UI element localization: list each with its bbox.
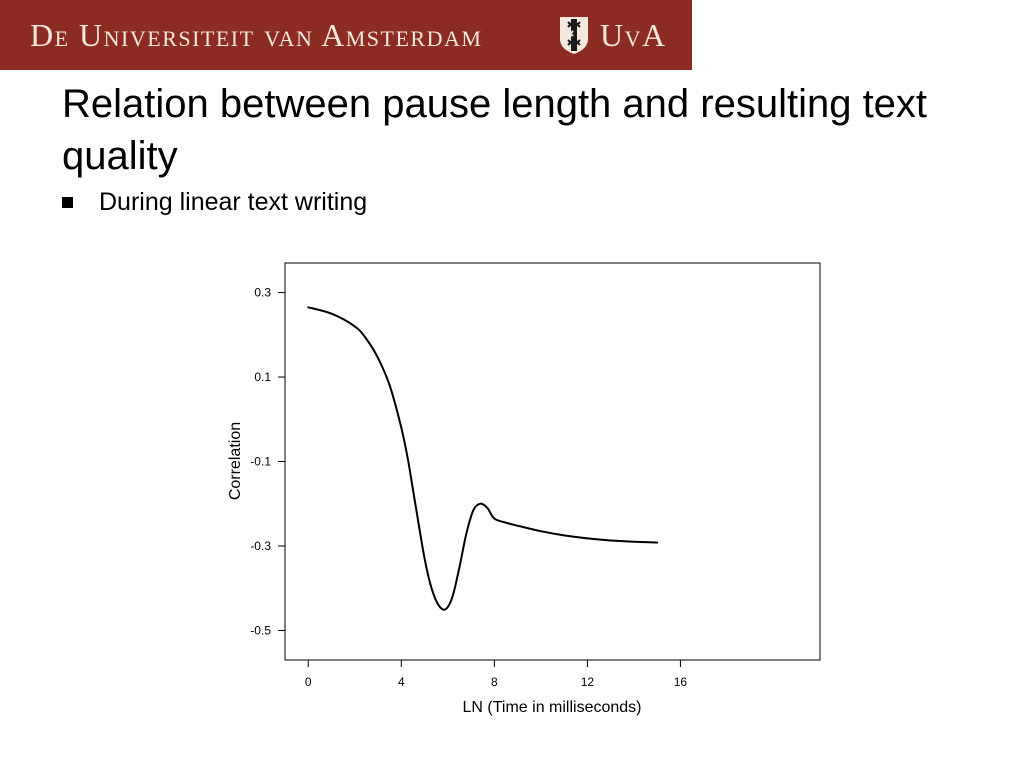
x-axis: 0 4 8 12 16 — [305, 660, 688, 689]
bullet-item: During linear text writing — [62, 188, 367, 217]
series-line — [307, 306, 659, 611]
y-tick-label: -0.3 — [250, 539, 271, 553]
x-tick-label: 0 — [305, 675, 312, 689]
x-tick-label: 8 — [491, 675, 498, 689]
y-tick-label: -0.5 — [250, 623, 271, 637]
x-tick-label: 12 — [581, 675, 595, 689]
university-short-name: UvA — [600, 17, 667, 53]
university-banner: De Universiteit van Amsterdam UvA — [0, 0, 692, 70]
y-axis: -0.5 -0.3 -0.1 0.1 0.3 — [250, 286, 285, 637]
x-axis-label: LN (Time in milliseconds) — [463, 699, 642, 716]
y-tick-label: 0.1 — [254, 370, 271, 384]
bullet-square-icon — [62, 197, 73, 208]
bullet-text: During linear text writing — [99, 188, 368, 216]
plot-frame — [284, 262, 821, 661]
x-tick-label: 4 — [398, 675, 405, 689]
y-tick-label: 0.3 — [254, 286, 271, 300]
x-tick-label: 16 — [674, 675, 688, 689]
slide-title: Relation between pause length and result… — [62, 82, 928, 178]
university-name: De Universiteit van Amsterdam — [30, 17, 483, 53]
y-tick-label: -0.1 — [250, 455, 271, 469]
y-axis-label: Correlation — [227, 422, 244, 500]
uva-crest-icon — [560, 17, 588, 54]
